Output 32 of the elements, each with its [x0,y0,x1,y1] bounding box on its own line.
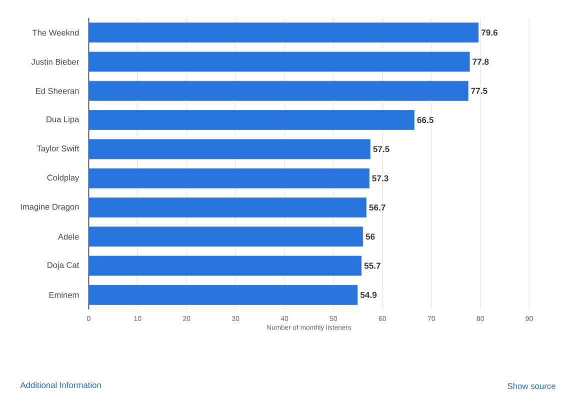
y-tick-label: Doja Cat [48,262,80,270]
y-tick-label: Justin Bieber [31,58,80,65]
bar [88,284,358,305]
data-label: 56 [366,234,375,240]
data-label: 57.5 [373,146,390,152]
data-label: 79.6 [481,30,498,36]
bar [88,168,370,188]
text: Additional Information [20,382,101,388]
bar [88,139,370,160]
y-tick-label: Ed Sheeran [36,88,79,94]
y-tick-label: Eminem [49,292,79,298]
text: Show source [508,382,556,390]
bar [88,110,414,130]
bar [88,80,468,101]
data-label: 77.5 [471,88,488,94]
data-label: 57.3 [372,175,388,182]
y-tick-label: Dua Lipa [46,116,80,124]
bar [88,226,364,247]
bar [88,256,362,276]
y-tick-label: Imagine Dragon [20,204,79,212]
y-tick-label: Adele [58,234,79,240]
data-label: 56.7 [369,204,386,211]
data-label: 55.7 [364,262,380,269]
data-label: 77.8 [472,58,489,65]
y-tick-label: The Weeknd [32,30,79,36]
data-label: 66.5 [417,116,434,124]
bar [88,197,367,218]
y-tick-label: Taylor Swift [36,145,80,154]
bar [88,22,479,43]
data-label: 54.9 [360,292,377,298]
y-tick-label: Coldplay [47,174,80,182]
bar [88,52,470,72]
